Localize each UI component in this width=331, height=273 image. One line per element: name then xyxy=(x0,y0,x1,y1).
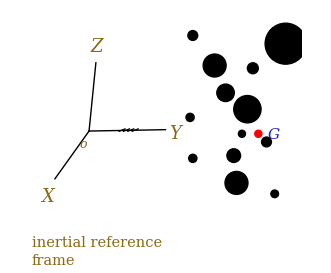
Circle shape xyxy=(271,190,278,198)
Text: Y: Y xyxy=(169,125,181,143)
Text: X: X xyxy=(41,188,54,206)
Circle shape xyxy=(203,54,226,77)
Text: inertial reference
frame: inertial reference frame xyxy=(32,236,162,268)
Circle shape xyxy=(238,130,246,137)
Circle shape xyxy=(265,23,306,64)
Circle shape xyxy=(227,149,241,162)
Circle shape xyxy=(255,130,262,137)
Circle shape xyxy=(188,31,198,40)
Circle shape xyxy=(186,113,194,121)
Circle shape xyxy=(261,137,271,147)
Text: o: o xyxy=(80,138,87,151)
Circle shape xyxy=(189,154,197,162)
Circle shape xyxy=(225,171,248,194)
Circle shape xyxy=(234,96,261,123)
Text: Z: Z xyxy=(90,38,103,56)
Circle shape xyxy=(247,63,258,74)
Circle shape xyxy=(217,84,234,102)
Text: G: G xyxy=(268,128,280,142)
